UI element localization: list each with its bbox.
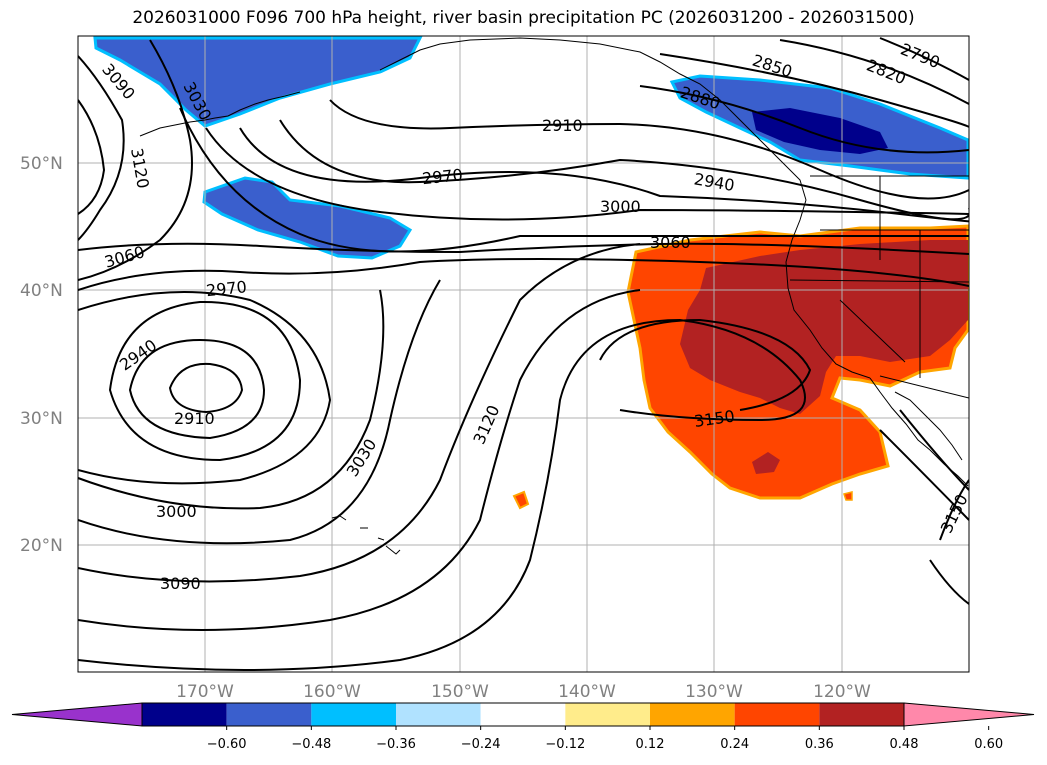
contour-label-2970-mid: 2970 <box>421 165 463 188</box>
lat-label-30n: 30°N <box>20 409 63 429</box>
contour-3060-south <box>78 243 641 583</box>
contour-3120-southeast <box>929 559 969 605</box>
colorbar-tick-labels: −0.60 −0.48 −0.36 −0.24 −0.12 0.12 0.24 0.36 0.4… <box>207 726 1003 752</box>
positive-area-south-core <box>752 452 780 474</box>
lon-label-170w: 170°W <box>176 682 234 702</box>
contour-3120-east <box>899 409 969 491</box>
lon-label-150w: 150°W <box>431 682 489 702</box>
contour-3150-baja <box>879 429 969 521</box>
colorbar-tick-label: −0.60 <box>207 737 247 752</box>
colorbar-tick-label: −0.48 <box>291 737 331 752</box>
positive-area-california-core <box>680 240 968 414</box>
contour-label-3000-mid: 3000 <box>600 197 641 216</box>
colorbar-segment <box>650 703 735 726</box>
colorbar-segment <box>819 703 904 726</box>
contour-label-3060-east: 3060 <box>650 233 691 252</box>
lat-label-50n: 50°N <box>20 154 63 174</box>
lon-label-120w: 120°W <box>813 682 871 702</box>
colorbar-segment <box>142 703 227 726</box>
contour-label-3090-south: 3090 <box>160 574 201 593</box>
contour-3150-east <box>599 318 812 411</box>
contour-3030-north <box>179 107 969 253</box>
negative-area-aleutians <box>93 36 423 128</box>
colorbar-tick-label: −0.36 <box>376 737 416 752</box>
contour-2880 <box>639 85 969 154</box>
contour-3000-south <box>78 289 385 510</box>
aleutian-islands <box>139 91 301 137</box>
positive-area-tiny-spot <box>843 491 853 501</box>
colorbar-segment <box>565 703 650 726</box>
height-contours <box>78 37 969 671</box>
contour-2820 <box>779 39 969 105</box>
contour-3060-north <box>78 242 969 255</box>
contour-3120-northwest <box>78 99 106 215</box>
map-frame <box>77 35 970 673</box>
contour-3030-south <box>78 279 441 545</box>
gridlines <box>78 36 969 672</box>
colorbar-tick-label: −0.12 <box>545 737 585 752</box>
lon-label-140w: 140°W <box>558 682 616 702</box>
state-borders <box>789 176 969 378</box>
coastline-us-west <box>785 199 871 379</box>
contour-label-2970-low: 2970 <box>205 277 247 300</box>
positive-area-small-spot <box>512 490 530 510</box>
colorbar-tick-label: 0.60 <box>974 737 1003 752</box>
colorbar: −0.60 −0.48 −0.36 −0.24 −0.12 0.12 0.24 0.36 0.4… <box>11 702 1035 752</box>
colorbar-segment <box>396 703 481 726</box>
contour-3000-north <box>205 127 969 221</box>
longitude-labels: 170°W 160°W 150°W 140°W 130°W 120°W <box>176 682 871 702</box>
contour-2970-north <box>239 127 969 223</box>
contour-3030-northwest <box>78 39 193 281</box>
contour-label-3000-south: 3000 <box>156 502 197 521</box>
contour-west-low-2940 <box>128 338 266 440</box>
lon-label-130w: 130°W <box>685 682 743 702</box>
contour-west-low-2910 <box>168 362 244 414</box>
colorbar-arrow-min <box>11 702 143 727</box>
map-title: 2026031000 F096 700 hPa height, river ba… <box>132 8 915 28</box>
colorbar-tick-label: 0.36 <box>805 737 834 752</box>
colorbar-tick-label: 0.24 <box>720 737 749 752</box>
contour-west-low-2970 <box>108 300 302 462</box>
colorbar-tick-label: 0.12 <box>636 737 665 752</box>
contour-2790 <box>879 37 969 81</box>
contour-3090-north <box>78 258 969 291</box>
contour-label-2910-north: 2910 <box>542 116 583 135</box>
contour-2910-north <box>329 99 969 200</box>
contour-2850 <box>659 53 969 129</box>
coastline-mexico-mainland <box>894 391 963 461</box>
negative-area-midpacific <box>202 176 413 260</box>
negative-area-core <box>752 108 888 154</box>
map-area: 2790 2820 2850 2880 2910 2910 2940 2940 … <box>78 36 969 672</box>
contour-west-low-outer <box>78 291 332 485</box>
us-border-mexico <box>879 375 969 399</box>
colorbar-segment <box>311 703 396 726</box>
lon-label-160w: 160°W <box>303 682 361 702</box>
colorbar-segments <box>11 702 1035 727</box>
colorbar-segment <box>480 703 566 726</box>
contour-label-2910-low: 2910 <box>174 409 215 428</box>
latitude-labels: 50°N 40°N 30°N 20°N <box>20 154 63 556</box>
contour-3090-northwest <box>78 55 125 241</box>
positive-anomaly-areas <box>512 224 969 510</box>
contour-2940-north <box>279 119 969 221</box>
lat-label-20n: 20°N <box>20 536 63 556</box>
lat-label-40n: 40°N <box>20 281 63 301</box>
coastline-alaska <box>379 37 807 201</box>
contour-3090-south <box>78 289 641 631</box>
colorbar-segment <box>734 703 820 726</box>
contour-3120 <box>78 318 806 671</box>
colorbar-segment <box>226 703 312 726</box>
colorbar-tick-label: 0.48 <box>890 737 919 752</box>
colorbar-arrow-max <box>903 702 1035 727</box>
colorbar-tick-label: −0.24 <box>461 737 501 752</box>
